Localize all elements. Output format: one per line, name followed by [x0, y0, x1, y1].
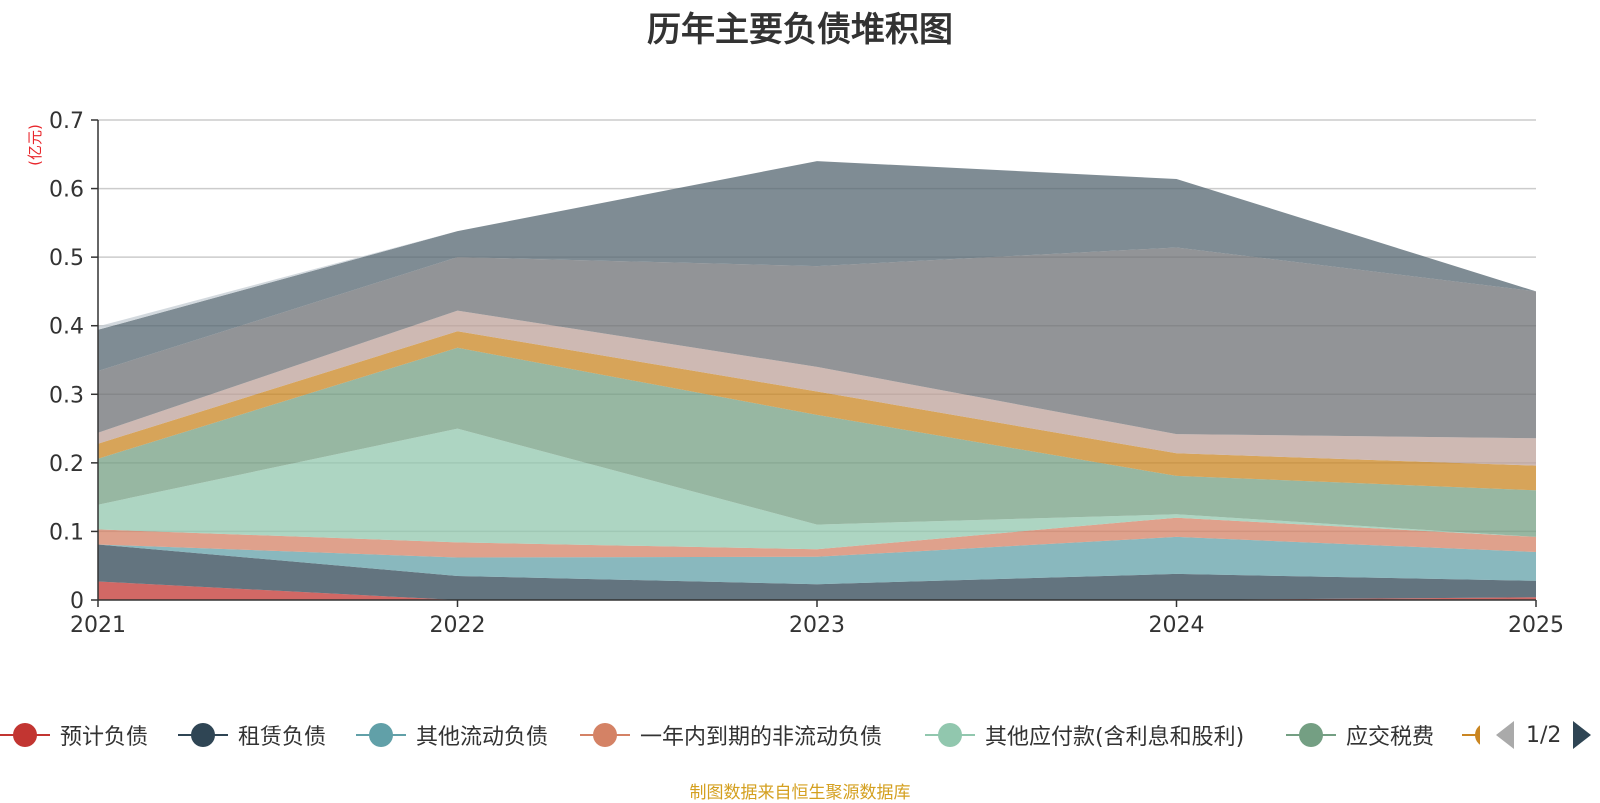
legend-page-indicator: 1/2: [1526, 722, 1562, 748]
legend-next-icon[interactable]: [1573, 721, 1592, 749]
legend-pager: 1/2: [1496, 715, 1592, 755]
legend-marker-icon: [925, 723, 975, 747]
x-tick-label: 2025: [1508, 613, 1564, 638]
area-series-5[interactable]: [98, 347, 1536, 537]
area-series: [98, 161, 1536, 600]
legend-item[interactable]: 应交税费: [1286, 715, 1434, 755]
axes: 0 0.1 0.2 0.3 0.4 0.5 0.6 0.7 2021 2022 2023 2024 20…: [49, 109, 1564, 638]
y-tick-label: 0.1: [49, 520, 84, 545]
legend-label: 其他流动负债: [416, 725, 549, 750]
legend-label: 预计负债: [60, 725, 149, 750]
chart-plot: 0 0.1 0.2 0.3 0.4 0.5 0.6 0.7 2021 2022 2023 2024 20…: [26, 109, 1564, 638]
area-series-4[interactable]: [98, 428, 1536, 550]
y-tick-label: 0.5: [49, 246, 84, 271]
x-tick-label: 2023: [789, 613, 845, 638]
y-tick-label: 0.2: [49, 452, 84, 477]
x-tick-label: 2021: [70, 613, 126, 638]
legend-marker-icon: [1462, 723, 1480, 747]
legend-label: 其他应付款(含利息和股利): [985, 725, 1245, 750]
y-axis-unit: (亿元): [26, 124, 44, 166]
y-tick-label: 0.7: [49, 109, 84, 134]
area-series-9[interactable]: [98, 161, 1536, 371]
legend-marker-icon: [580, 723, 630, 747]
area-series-2[interactable]: [98, 536, 1536, 585]
y-tick-label: 0: [70, 589, 84, 614]
data-source-note: 制图数据来自恒生聚源数据库: [689, 783, 911, 803]
area-series-3[interactable]: [98, 517, 1536, 558]
legend-item[interactable]: 应付职工薪酬: [1462, 715, 1480, 755]
legend-item[interactable]: 预计负债: [0, 715, 148, 755]
x-tick-label: 2024: [1149, 613, 1205, 638]
chart-title: 历年主要负债堆积图: [647, 10, 953, 50]
area-series-7[interactable]: [98, 310, 1536, 466]
x-tick-label: 2022: [430, 613, 486, 638]
legend-marker-icon: [178, 723, 228, 747]
legend-label: 租赁负债: [238, 725, 327, 750]
legend-marker-icon: [0, 723, 50, 747]
area-series-0[interactable]: [98, 581, 1536, 601]
area-series-6[interactable]: [98, 331, 1536, 491]
y-tick-label: 0.6: [49, 178, 84, 203]
legend-marker-icon: [356, 723, 406, 747]
y-tick-label: 0.4: [49, 315, 84, 340]
legend-marker-icon: [1286, 723, 1336, 747]
y-tick-label: 0.3: [49, 383, 84, 408]
legend-item[interactable]: 其他应付款(含利息和股利): [925, 715, 1244, 755]
legend: 预计负债 租赁负债 其他流动负债 一年内到期的非流动负债 其他应付款(含利息和股利) 应交…: [0, 715, 1480, 755]
legend-prev-icon[interactable]: [1496, 721, 1514, 749]
legend-item[interactable]: 一年内到期的非流动负债: [580, 715, 882, 755]
legend-label: 应交税费: [1346, 725, 1435, 750]
area-series-8[interactable]: [98, 247, 1536, 439]
legend-label: 一年内到期的非流动负债: [640, 725, 883, 750]
legend-item[interactable]: 其他流动负债: [356, 715, 548, 755]
area-series-1[interactable]: [98, 544, 1536, 601]
legend-item[interactable]: 租赁负债: [178, 715, 326, 755]
